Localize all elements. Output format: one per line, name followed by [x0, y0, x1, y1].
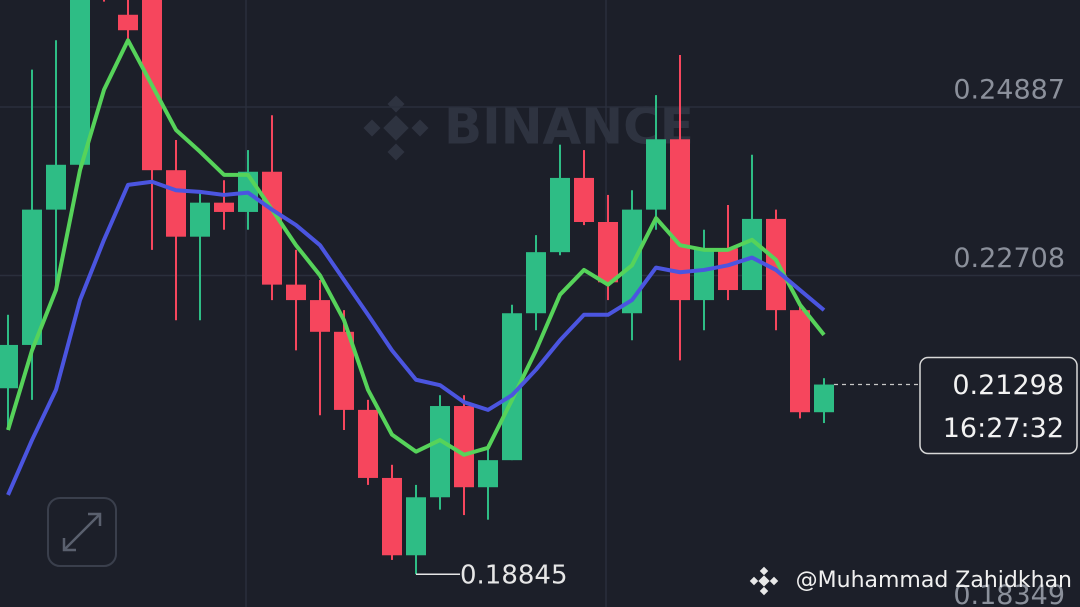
candle-body — [574, 177, 594, 222]
candle-body — [550, 177, 570, 253]
candle-body — [190, 202, 210, 237]
candle-body — [742, 218, 762, 291]
candle-body — [382, 477, 402, 556]
candle-body — [790, 310, 810, 413]
candle-body — [526, 252, 546, 314]
candle-body — [286, 284, 306, 301]
last-time-label: 16:27:32 — [943, 413, 1064, 444]
candle-body — [262, 171, 282, 285]
candle-body — [502, 313, 522, 461]
y-tick-label: 0.18349 — [953, 580, 1065, 607]
candle-body — [310, 300, 330, 332]
candle-body — [454, 406, 474, 488]
last-price-box — [919, 356, 1078, 455]
candle-body — [718, 248, 738, 291]
candle-body — [646, 139, 666, 210]
candle-body — [22, 209, 42, 345]
candle-body — [598, 221, 618, 283]
candle-body — [166, 170, 186, 237]
low-marker-label: 0.18845 — [460, 561, 568, 591]
last-price-label: 0.21298 — [952, 370, 1064, 401]
y-tick-label: 0.24887 — [953, 75, 1065, 106]
expand-button[interactable] — [47, 497, 117, 567]
candle-body — [766, 218, 786, 311]
candle-body — [214, 202, 234, 212]
y-tick-label: 0.22708 — [953, 243, 1065, 274]
candle-body — [0, 344, 18, 389]
candle-body — [670, 139, 690, 301]
candle-body — [46, 164, 66, 210]
ma-line — [6, 38, 826, 457]
candle-body — [334, 331, 354, 410]
candle-body — [406, 497, 426, 556]
ma-line — [6, 179, 826, 496]
candle-body — [814, 384, 834, 413]
candle-body — [118, 14, 138, 31]
credit-text: @Muhammad Zahidkhan — [796, 568, 1072, 593]
candle-body — [70, 0, 90, 165]
candle-body — [694, 248, 714, 301]
credit: @Muhammad Zahidkhan — [749, 566, 1072, 596]
candle-body — [430, 406, 450, 498]
candle-body — [358, 409, 378, 478]
candle-body — [478, 460, 498, 488]
